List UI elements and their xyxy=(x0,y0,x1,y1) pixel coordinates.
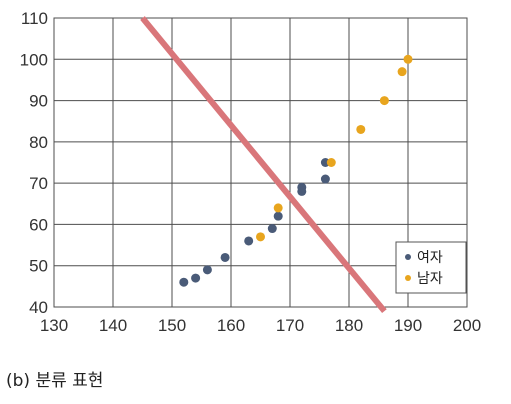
data-point xyxy=(397,67,407,77)
data-point xyxy=(267,224,277,234)
y-tick-label: 70 xyxy=(29,174,48,193)
data-point xyxy=(191,273,201,283)
x-tick-label: 160 xyxy=(217,316,245,335)
legend-box xyxy=(395,241,467,294)
y-tick-label: 40 xyxy=(29,298,48,317)
grid-lines xyxy=(53,17,468,308)
data-point xyxy=(403,54,413,64)
x-tick-label: 130 xyxy=(40,316,68,335)
legend-marker xyxy=(405,254,411,260)
y-tick-label: 50 xyxy=(29,257,48,276)
data-point xyxy=(244,236,254,246)
scatter-chart: 130 140 150 160 170 180 190 200 40 50 60 70 80 90 100… xyxy=(20,9,482,335)
figure-caption: (b) 분류 표현 xyxy=(6,371,104,391)
data-point xyxy=(320,174,330,184)
legend-label: 남자 xyxy=(417,271,443,287)
y-tick-label: 80 xyxy=(29,133,48,152)
x-tick-label: 170 xyxy=(276,316,304,335)
data-point xyxy=(179,277,189,287)
data-point xyxy=(202,265,212,275)
y-tick-label: 100 xyxy=(20,50,48,69)
x-tick-label: 150 xyxy=(158,316,186,335)
x-tick-label: 200 xyxy=(453,316,481,335)
data-point xyxy=(273,203,283,213)
data-points xyxy=(179,54,413,287)
legend-marker xyxy=(405,275,411,281)
plot-frame xyxy=(53,17,468,308)
y-tick-label: 110 xyxy=(21,9,48,28)
decision-line-layer xyxy=(140,16,387,314)
y-tick-label: 90 xyxy=(29,92,48,111)
data-point xyxy=(326,158,336,167)
data-point xyxy=(256,232,265,242)
data-point xyxy=(220,252,230,262)
data-point xyxy=(297,182,307,192)
legend-label: 여자 xyxy=(417,250,443,266)
decision-line xyxy=(140,16,387,314)
x-tick-label: 180 xyxy=(335,316,363,335)
data-point xyxy=(379,96,389,106)
x-tick-label: 140 xyxy=(99,316,127,335)
plot-border xyxy=(53,17,468,308)
y-tick-label: 60 xyxy=(29,215,48,234)
x-axis: 130 140 150 160 170 180 190 200 xyxy=(40,316,481,335)
data-point xyxy=(273,211,283,221)
data-point xyxy=(356,124,366,134)
y-axis: 40 50 60 70 80 90 100 110 xyxy=(20,9,48,317)
x-tick-label: 190 xyxy=(394,316,422,335)
